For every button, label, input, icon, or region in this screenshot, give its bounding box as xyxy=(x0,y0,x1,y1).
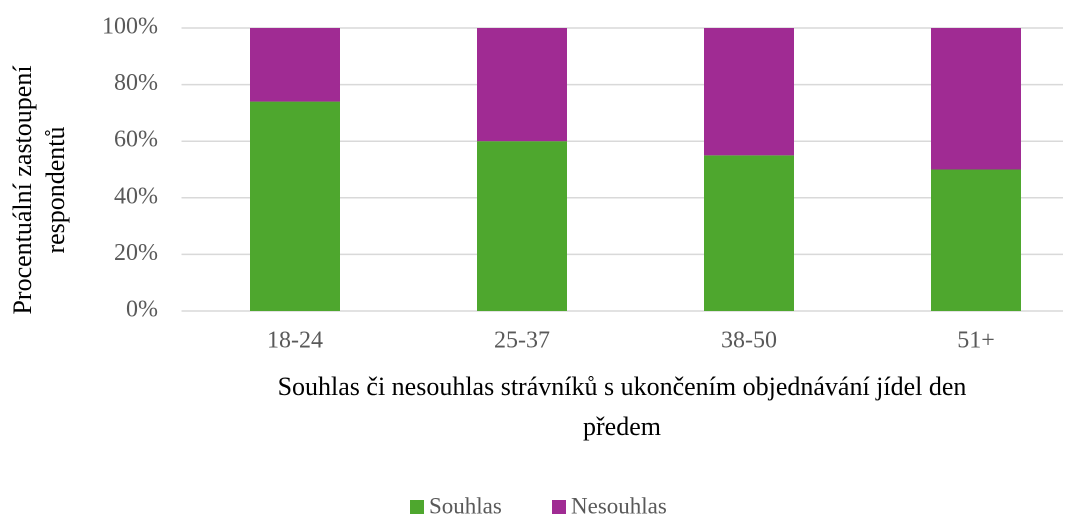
x-axis-title: Souhlas či nesouhlas strávníků s ukončen… xyxy=(278,372,967,401)
bar-segment xyxy=(250,28,340,102)
bar-segment xyxy=(931,169,1021,311)
legend-swatch xyxy=(552,500,566,514)
y-tick-label: 40% xyxy=(114,183,158,209)
bar-segment xyxy=(477,141,567,311)
y-axis-title: Procentuální zastoupení xyxy=(8,65,37,314)
y-tick-label: 100% xyxy=(102,14,158,40)
y-tick-label: 20% xyxy=(114,240,158,266)
y-tick-label: 80% xyxy=(114,70,158,96)
x-tick-label: 18-24 xyxy=(267,328,323,354)
y-axis-title: respondentů xyxy=(41,126,70,253)
x-tick-label: 51+ xyxy=(957,328,995,354)
bar-segment xyxy=(931,28,1021,170)
y-tick-label: 60% xyxy=(114,127,158,153)
x-tick-label: 38-50 xyxy=(721,328,777,354)
y-tick-label: 0% xyxy=(126,297,158,323)
x-tick-label: 25-37 xyxy=(494,328,550,354)
bar-segment xyxy=(477,28,567,142)
x-axis-title: předem xyxy=(583,412,661,441)
legend-label: Nesouhlas xyxy=(571,493,667,518)
bar-segment xyxy=(250,101,340,311)
bar-segment xyxy=(704,155,794,311)
bar-segment xyxy=(704,28,794,156)
legend-label: Souhlas xyxy=(429,493,502,518)
legend-swatch xyxy=(410,500,424,514)
